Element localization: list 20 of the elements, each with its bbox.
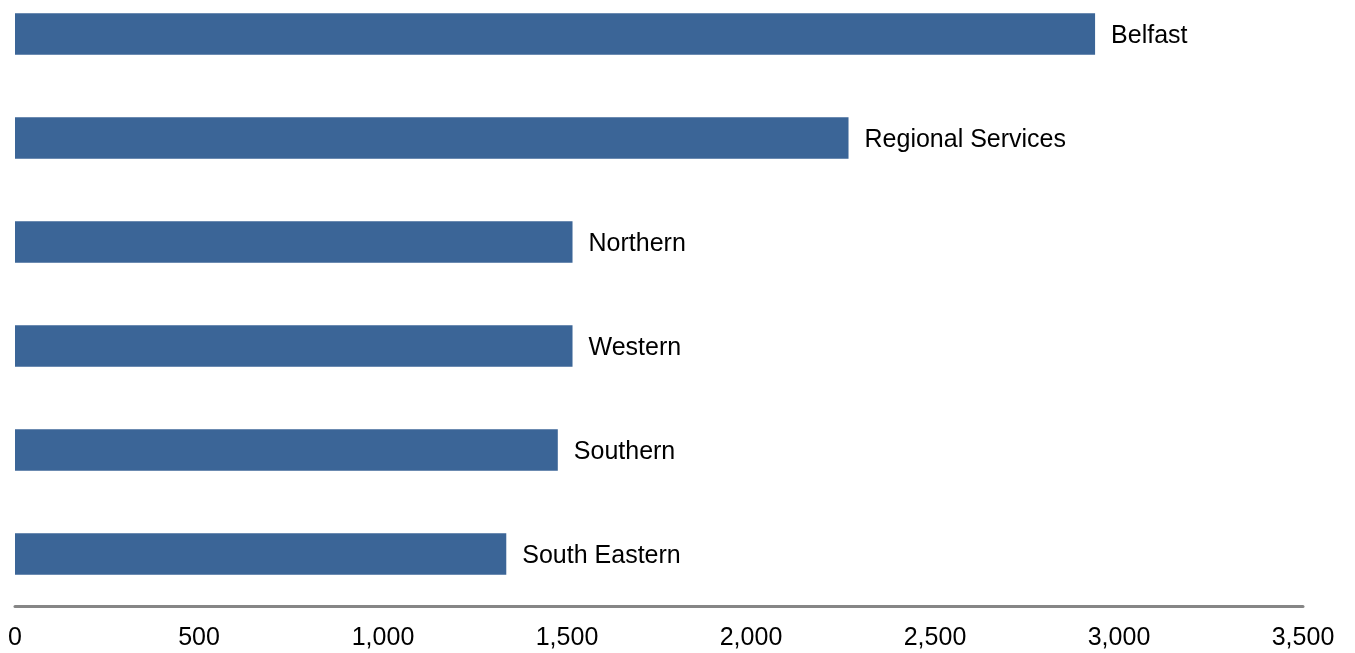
x-tick-label: 1,500 <box>535 621 599 650</box>
bar <box>15 533 507 575</box>
y-tick-label: Western <box>588 332 682 360</box>
bar <box>15 325 573 367</box>
x-tick-label: 2,000 <box>719 621 783 650</box>
y-tick-label: Southern <box>573 436 676 464</box>
y-tick-label: Belfast <box>1111 20 1188 48</box>
x-tick-label: 1,000 <box>351 621 415 650</box>
x-tick-label: 2,500 <box>903 621 967 650</box>
bar <box>15 221 573 263</box>
bar <box>15 117 849 159</box>
x-tick-label: 500 <box>178 621 220 650</box>
x-tick-label: 3,500 <box>1271 621 1335 650</box>
bar <box>15 429 558 471</box>
y-tick-label: South Eastern <box>522 540 681 568</box>
y-tick-label: Northern <box>588 228 686 256</box>
y-tick-label: Regional Services <box>864 124 1067 152</box>
x-tick-label: 3,000 <box>1087 621 1151 650</box>
bar <box>15 13 1096 55</box>
x-tick-label: 0 <box>8 621 22 650</box>
